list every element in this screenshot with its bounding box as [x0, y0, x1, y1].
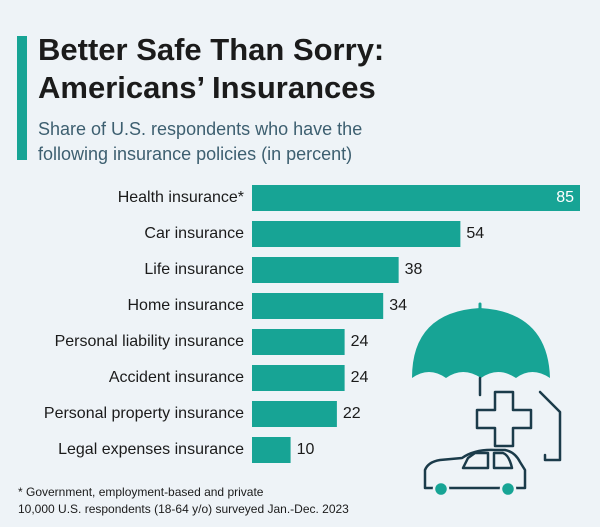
value-label: 54 [466, 225, 484, 242]
value-label: 24 [351, 333, 369, 350]
accent-bar [17, 36, 27, 160]
value-label: 38 [405, 261, 423, 278]
value-label: 10 [297, 441, 315, 458]
category-label: Health insurance* [118, 189, 244, 206]
value-label: 22 [343, 405, 361, 422]
footnote: 10,000 U.S. respondents (18-64 y/o) surv… [18, 502, 349, 516]
bar [252, 185, 580, 211]
bar [252, 293, 384, 319]
illustration [412, 302, 562, 498]
category-label: Life insurance [144, 261, 244, 278]
category-label: Legal expenses insurance [58, 441, 244, 458]
category-label: Accident insurance [109, 369, 244, 386]
chart-title: Better Safe Than Sorry: [38, 32, 384, 67]
chart-title: Americans’ Insurances [38, 70, 376, 105]
value-label: 24 [351, 369, 369, 386]
bar [252, 365, 345, 391]
value-label: 85 [556, 189, 574, 206]
bar [252, 221, 461, 247]
category-label: Personal liability insurance [55, 333, 245, 350]
bar [252, 329, 345, 355]
value-label: 34 [389, 297, 407, 314]
category-label: Car insurance [144, 225, 244, 242]
chart-subtitle: following insurance policies (in percent… [38, 144, 352, 164]
chart-subtitle: Share of U.S. respondents who have the [38, 119, 362, 139]
bar [252, 257, 399, 283]
footnote: * Government, employment-based and priva… [18, 485, 264, 499]
category-label: Home insurance [128, 297, 245, 314]
bar [252, 437, 291, 463]
category-label: Personal property insurance [44, 405, 244, 422]
bar [252, 401, 337, 427]
